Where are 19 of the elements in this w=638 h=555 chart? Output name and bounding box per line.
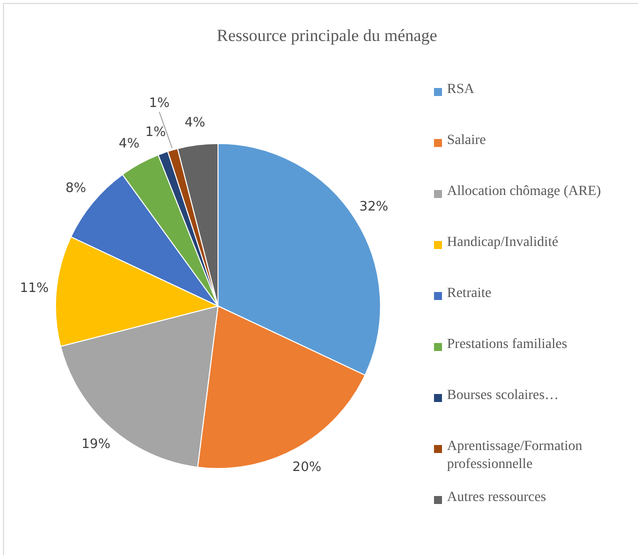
legend-label: Allocation chômage (ARE) (447, 183, 602, 201)
legend-label: Prestations familiales (447, 336, 568, 354)
data-label: 1% (145, 124, 166, 140)
legend-label: RSA (447, 81, 476, 99)
legend-label: Salaire (447, 132, 487, 150)
data-label: 4% (184, 115, 206, 130)
legend-label: Handicap/Invalidité (447, 234, 560, 252)
legend-label: Aprentissage/Formation professionnelle (447, 438, 584, 474)
chart-title: Ressource principale du ménage (216, 26, 438, 46)
data-label: 20% (292, 460, 322, 476)
legend-label: Autres ressources (447, 489, 548, 507)
data-label: 1% (148, 96, 170, 112)
data-label: 32% (359, 200, 388, 215)
legend-label: Bourses scolaires… (447, 387, 560, 405)
data-label: 8% (66, 180, 86, 196)
data-label: 19% (82, 436, 110, 452)
data-label: 11% (20, 281, 49, 296)
data-label: 4% (118, 136, 140, 152)
legend-label: Retraite (447, 285, 492, 303)
